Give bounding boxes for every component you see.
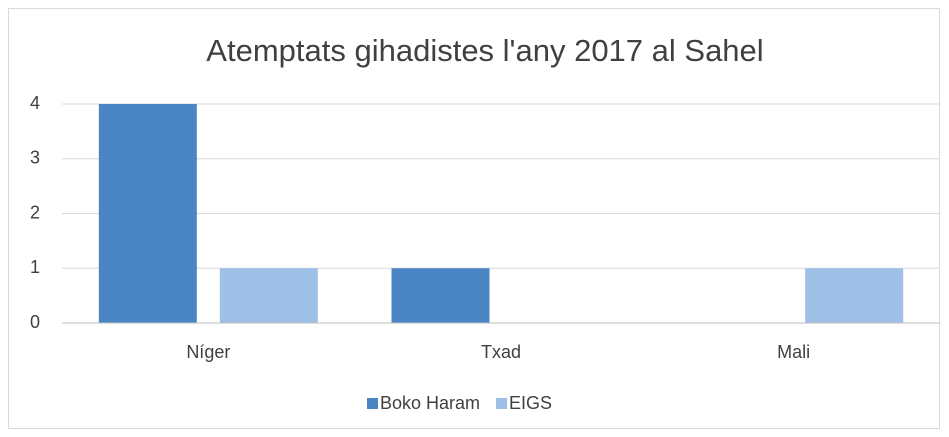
legend-label: EIGS	[509, 393, 552, 413]
y-tick-label: 4	[30, 93, 40, 113]
y-tick-label: 1	[30, 257, 40, 277]
bar	[219, 268, 318, 323]
chart-title: Atemptats gihadistes l'any 2017 al Sahel	[206, 33, 763, 68]
x-tick-label: Mali	[777, 342, 810, 362]
legend-swatch	[367, 398, 378, 409]
y-tick-label: 0	[30, 312, 40, 332]
bar	[391, 268, 490, 323]
bar	[98, 104, 197, 323]
legend-label: Boko Haram	[380, 393, 480, 413]
x-tick-label: Txad	[481, 342, 521, 362]
bar	[805, 268, 904, 323]
x-tick-label: Níger	[186, 342, 230, 362]
legend-swatch	[496, 398, 508, 409]
y-tick-label: 3	[30, 148, 40, 168]
y-tick-label: 2	[30, 202, 40, 222]
